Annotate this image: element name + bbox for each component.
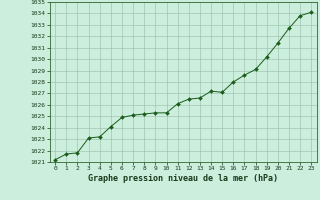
- X-axis label: Graphe pression niveau de la mer (hPa): Graphe pression niveau de la mer (hPa): [88, 174, 278, 183]
